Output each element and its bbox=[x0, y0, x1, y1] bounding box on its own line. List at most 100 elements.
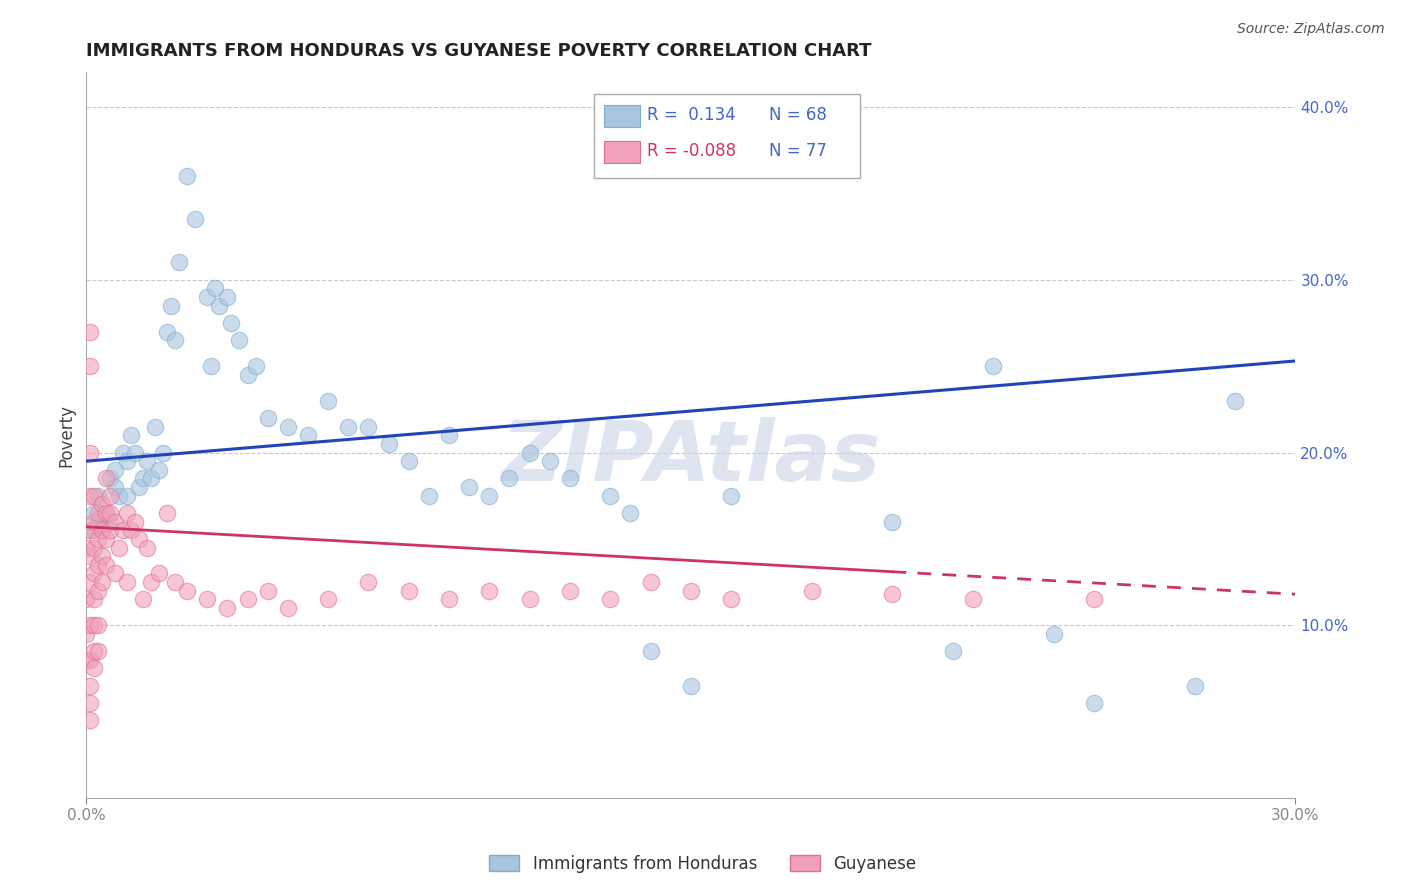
Point bbox=[679, 583, 702, 598]
Point bbox=[1184, 679, 1206, 693]
Point bbox=[87, 618, 110, 632]
Point bbox=[217, 601, 239, 615]
Point bbox=[115, 575, 138, 590]
Point bbox=[942, 644, 965, 658]
Point bbox=[236, 368, 259, 382]
Point bbox=[277, 601, 299, 615]
Point bbox=[1223, 393, 1246, 408]
FancyBboxPatch shape bbox=[603, 105, 640, 127]
Point bbox=[75, 592, 97, 607]
Point bbox=[478, 489, 501, 503]
Point bbox=[75, 653, 97, 667]
Point bbox=[377, 437, 399, 451]
Point bbox=[316, 592, 339, 607]
Point bbox=[124, 445, 146, 459]
Point bbox=[83, 618, 105, 632]
Point bbox=[87, 583, 110, 598]
Text: R =  0.134: R = 0.134 bbox=[647, 105, 737, 123]
Text: N = 77: N = 77 bbox=[769, 142, 827, 160]
Point bbox=[120, 428, 142, 442]
Point bbox=[800, 583, 823, 598]
Point bbox=[176, 583, 198, 598]
Point bbox=[107, 541, 129, 555]
Point bbox=[195, 592, 218, 607]
Point bbox=[79, 523, 101, 537]
Point bbox=[163, 333, 186, 347]
Point bbox=[640, 644, 662, 658]
Point bbox=[79, 696, 101, 710]
Point bbox=[100, 523, 122, 537]
Point bbox=[357, 575, 380, 590]
Point bbox=[83, 644, 105, 658]
Point bbox=[337, 419, 360, 434]
Point bbox=[316, 393, 339, 408]
FancyBboxPatch shape bbox=[595, 95, 860, 178]
Point bbox=[96, 558, 118, 572]
Point bbox=[599, 592, 621, 607]
Point bbox=[143, 419, 166, 434]
Point bbox=[640, 575, 662, 590]
Point bbox=[132, 471, 155, 485]
Point bbox=[882, 515, 904, 529]
Point bbox=[79, 445, 101, 459]
Point bbox=[107, 489, 129, 503]
Point bbox=[103, 463, 125, 477]
Point bbox=[79, 575, 101, 590]
Point bbox=[148, 566, 170, 581]
Point bbox=[962, 592, 984, 607]
Point bbox=[160, 299, 183, 313]
Point bbox=[103, 515, 125, 529]
Point bbox=[156, 506, 179, 520]
Point bbox=[87, 532, 110, 546]
Point bbox=[103, 566, 125, 581]
Point bbox=[519, 592, 541, 607]
Point bbox=[91, 497, 114, 511]
Point bbox=[91, 575, 114, 590]
Point bbox=[538, 454, 561, 468]
Point bbox=[619, 506, 641, 520]
Point bbox=[87, 515, 110, 529]
Point bbox=[79, 653, 101, 667]
Point bbox=[83, 523, 105, 537]
Point bbox=[236, 592, 259, 607]
Point bbox=[91, 523, 114, 537]
Point bbox=[156, 325, 179, 339]
Point bbox=[79, 679, 101, 693]
Point bbox=[217, 290, 239, 304]
Point bbox=[418, 489, 440, 503]
Point bbox=[148, 463, 170, 477]
Point bbox=[139, 471, 162, 485]
Point bbox=[558, 471, 581, 485]
Point bbox=[115, 506, 138, 520]
Point bbox=[115, 489, 138, 503]
Point bbox=[103, 480, 125, 494]
Point bbox=[357, 419, 380, 434]
Point bbox=[297, 428, 319, 442]
Point bbox=[478, 583, 501, 598]
Point bbox=[79, 618, 101, 632]
Point bbox=[83, 566, 105, 581]
Point bbox=[128, 532, 150, 546]
Point bbox=[96, 471, 118, 485]
Point bbox=[87, 644, 110, 658]
Point bbox=[79, 714, 101, 728]
Point bbox=[184, 212, 207, 227]
Point bbox=[83, 661, 105, 675]
Point bbox=[79, 325, 101, 339]
Point bbox=[115, 454, 138, 468]
Point bbox=[398, 583, 420, 598]
Point bbox=[558, 583, 581, 598]
Point bbox=[79, 523, 101, 537]
Text: R = -0.088: R = -0.088 bbox=[647, 142, 737, 160]
Text: IMMIGRANTS FROM HONDURAS VS GUYANESE POVERTY CORRELATION CHART: IMMIGRANTS FROM HONDURAS VS GUYANESE POV… bbox=[86, 42, 872, 60]
Point bbox=[75, 627, 97, 641]
Point bbox=[139, 575, 162, 590]
Point bbox=[120, 523, 142, 537]
Point bbox=[720, 592, 742, 607]
Point bbox=[91, 523, 114, 537]
Point bbox=[437, 428, 460, 442]
Point bbox=[981, 359, 1004, 373]
Point bbox=[79, 549, 101, 564]
Point bbox=[1083, 696, 1105, 710]
Point bbox=[599, 489, 621, 503]
